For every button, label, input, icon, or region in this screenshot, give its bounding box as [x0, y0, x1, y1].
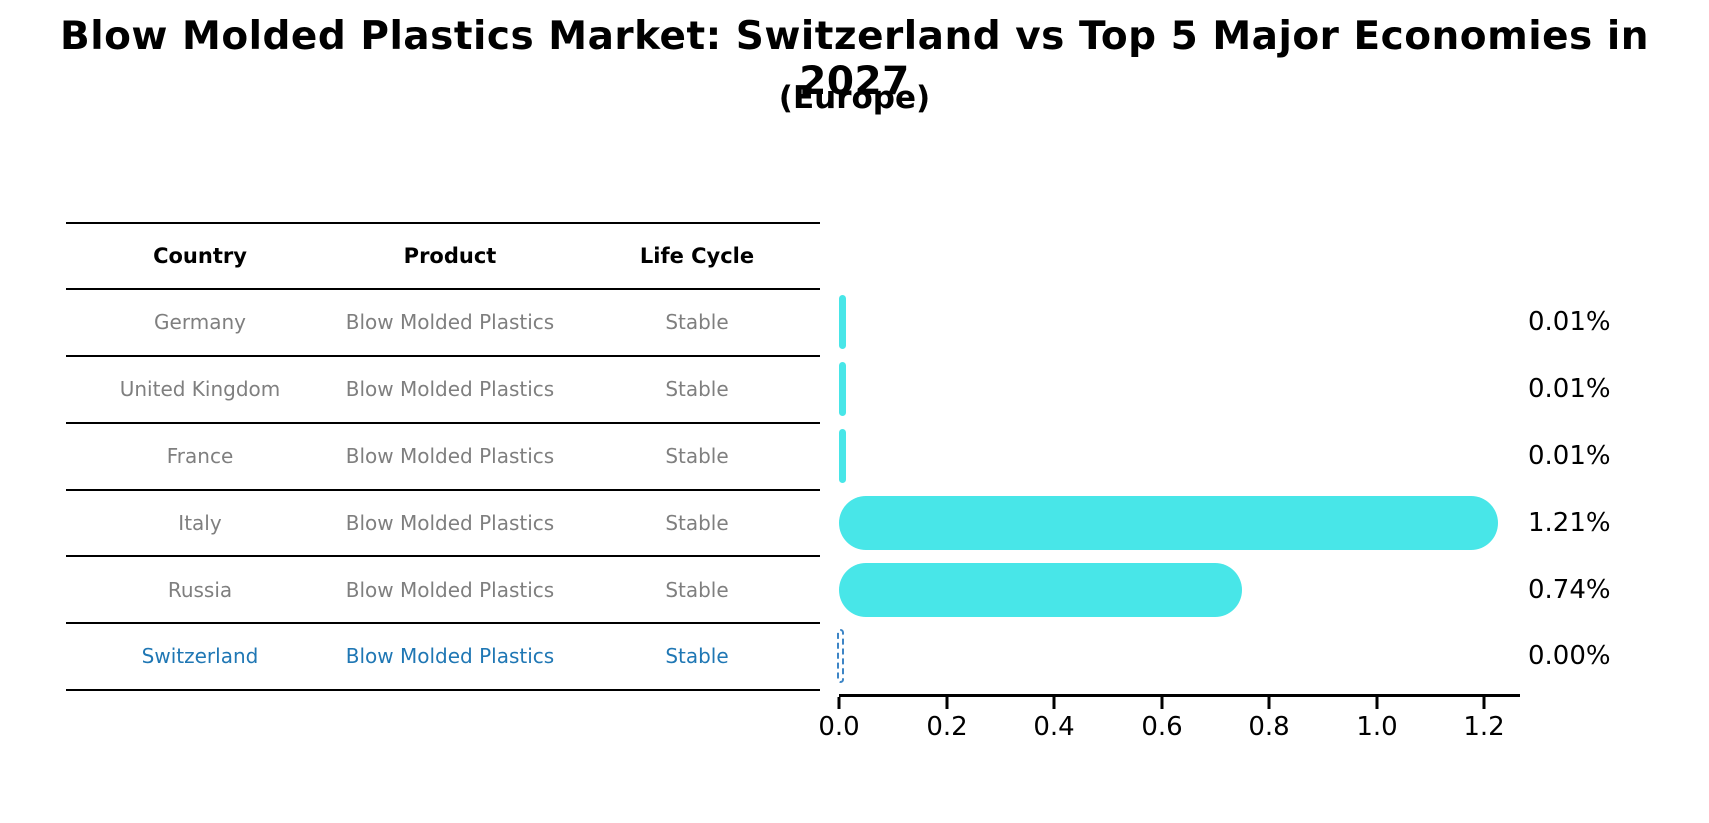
bar-switzerland-dashed: [837, 629, 844, 683]
column-header-product: Product: [403, 244, 497, 268]
country-cell: United Kingdom: [119, 377, 281, 401]
x-axis-tick-label: 0.4: [1033, 712, 1075, 742]
x-axis-tick: [1482, 697, 1486, 709]
country-cell: Switzerland: [141, 644, 259, 668]
product-cell: Blow Molded Plastics: [345, 377, 555, 401]
chart-title: Blow Molded Plastics Market: Switzerland…: [60, 14, 1649, 104]
product-cell: Blow Molded Plastics: [345, 644, 555, 668]
value-label: 0.01%: [1528, 441, 1611, 471]
x-axis-tick-label: 0.6: [1141, 712, 1183, 742]
life-cycle-cell: Stable: [665, 644, 729, 668]
life-cycle-cell: Stable: [665, 578, 729, 602]
table-row-divider: [66, 489, 820, 491]
bar-russia: [839, 563, 1242, 617]
x-axis-tick: [1052, 697, 1056, 709]
product-cell: Blow Molded Plastics: [345, 310, 555, 334]
life-cycle-cell: Stable: [665, 377, 729, 401]
x-axis-line: [839, 694, 1520, 697]
value-label: 0.74%: [1528, 575, 1611, 605]
table-header-divider: [66, 288, 820, 290]
bar-italy: [839, 496, 1498, 550]
country-cell: Russia: [167, 578, 233, 602]
table-row-divider: [66, 422, 820, 424]
country-cell: France: [166, 444, 234, 468]
column-header-life-cycle: Life Cycle: [639, 244, 755, 268]
life-cycle-cell: Stable: [665, 310, 729, 334]
x-axis-tick: [1160, 697, 1164, 709]
x-axis-tick-label: 0.8: [1248, 712, 1290, 742]
x-axis-tick-label: 1.0: [1356, 712, 1398, 742]
product-cell: Blow Molded Plastics: [345, 444, 555, 468]
country-cell: Germany: [154, 310, 246, 334]
value-label: 0.01%: [1528, 307, 1611, 337]
bar-united-kingdom: [839, 362, 846, 416]
value-label: 0.00%: [1528, 641, 1611, 671]
life-cycle-cell: Stable: [665, 444, 729, 468]
value-label: 0.01%: [1528, 374, 1611, 404]
table-border-bottom: [66, 689, 820, 691]
product-cell: Blow Molded Plastics: [345, 511, 555, 535]
table-row-divider: [66, 355, 820, 357]
x-axis-tick-label: 1.2: [1463, 712, 1505, 742]
x-axis-tick: [1267, 697, 1271, 709]
x-axis-tick-label: 0.0: [818, 712, 860, 742]
x-axis-tick: [1375, 697, 1379, 709]
table-row-divider: [66, 555, 820, 557]
bar-germany: [839, 295, 846, 349]
table-row-divider: [66, 622, 820, 624]
column-header-country: Country: [153, 244, 247, 268]
bar-france: [839, 429, 846, 483]
x-axis-tick: [837, 697, 841, 709]
chart-subtitle: (Europe): [778, 80, 931, 116]
life-cycle-cell: Stable: [665, 511, 729, 535]
x-axis-tick-label: 0.2: [926, 712, 968, 742]
value-label: 1.21%: [1528, 508, 1611, 538]
country-cell: Italy: [178, 511, 222, 535]
table-border-top: [66, 222, 820, 224]
product-cell: Blow Molded Plastics: [345, 578, 555, 602]
x-axis-tick: [945, 697, 949, 709]
